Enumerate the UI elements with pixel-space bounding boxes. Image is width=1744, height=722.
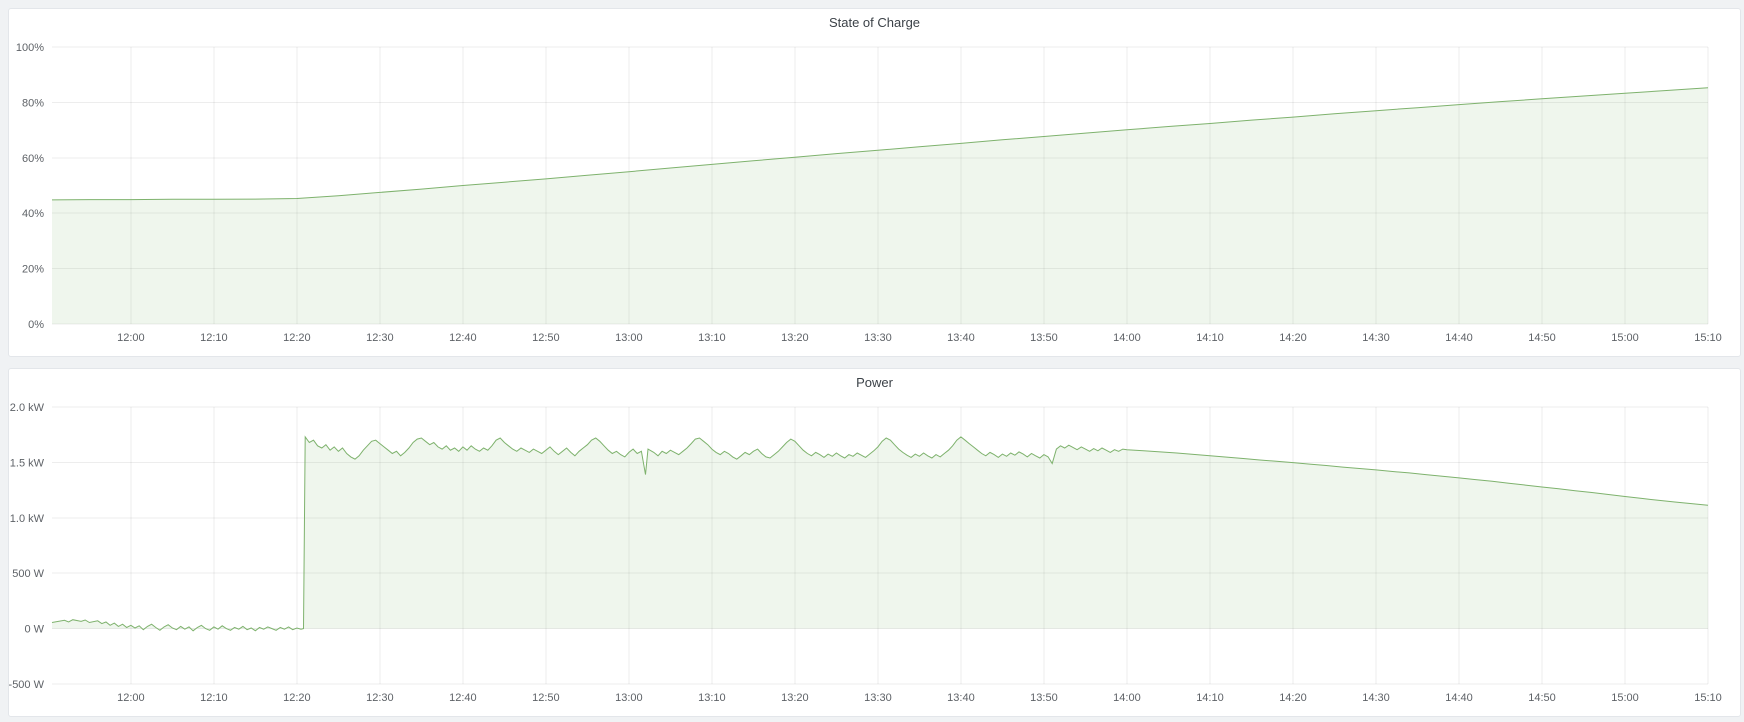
y-tick-label: 2.0 kW [10, 402, 45, 414]
x-tick-label: 14:10 [1196, 332, 1224, 344]
y-tick-label: 60% [22, 153, 44, 165]
x-tick-label: 12:20 [283, 332, 311, 344]
x-tick-label: 14:20 [1279, 332, 1307, 344]
x-tick-label: 13:20 [781, 692, 809, 704]
x-tick-label: 13:50 [1030, 692, 1058, 704]
panel-title-state-of-charge[interactable]: State of Charge [828, 15, 921, 30]
y-tick-label: 0 W [24, 624, 44, 636]
y-tick-label: 500 W [12, 568, 44, 580]
y-tick-label: 100% [16, 42, 44, 54]
y-tick-label: 1.5 kW [10, 457, 45, 469]
x-tick-label: 13:40 [947, 332, 975, 344]
x-tick-label: 14:40 [1445, 692, 1473, 704]
panel-power: Power 12:00 12:10 12:20 12:30 12:40 12:50 13:0… [8, 368, 1741, 717]
x-tick-label: 13:20 [781, 332, 809, 344]
x-tick-label: 12:20 [283, 692, 311, 704]
panel-title-power[interactable]: Power [856, 375, 893, 390]
x-tick-label: 12:40 [449, 332, 477, 344]
x-tick-label: 14:30 [1362, 692, 1390, 704]
x-tick-label: 12:50 [532, 692, 560, 704]
x-tick-label: 14:10 [1196, 692, 1224, 704]
power-chart-canvas[interactable]: 12:00 12:10 12:20 12:30 12:40 12:50 13:00 13:10… [9, 397, 1740, 716]
x-tick-label: 12:10 [200, 692, 228, 704]
panel-state-of-charge: State of Charge 12:00 12:10 12:20 12:30 12:4… [8, 8, 1741, 357]
x-tick-label: 12:00 [117, 332, 145, 344]
x-tick-label: 14:40 [1445, 332, 1473, 344]
x-tick-label: 12:00 [117, 692, 145, 704]
x-tick-label: 12:30 [366, 332, 394, 344]
x-tick-label: 12:50 [532, 332, 560, 344]
power-chart-area[interactable]: 12:00 12:10 12:20 12:30 12:40 12:50 13:00 13:10… [9, 397, 1740, 716]
x-tick-label: 14:30 [1362, 332, 1390, 344]
soc-chart-canvas[interactable]: 12:00 12:10 12:20 12:30 12:40 12:50 13:00 13:10… [9, 37, 1740, 356]
power-series-fill [52, 436, 1708, 631]
power-series-line [51, 435, 1709, 632]
x-tick-label: 14:00 [1113, 692, 1141, 704]
x-tick-label: 13:10 [698, 692, 726, 704]
state-of-charge-series-line [51, 87, 1709, 201]
x-tick-label: 13:40 [947, 692, 975, 704]
x-tick-label: 13:00 [615, 332, 643, 344]
x-tick-label: 13:10 [698, 332, 726, 344]
x-tick-label: 13:00 [615, 692, 643, 704]
x-tick-label: 15:00 [1611, 332, 1639, 344]
x-tick-label: 12:10 [200, 332, 228, 344]
y-tick-label: -500 W [9, 679, 45, 691]
x-tick-label: 12:30 [366, 692, 394, 704]
soc-chart-area[interactable]: 12:00 12:10 12:20 12:30 12:40 12:50 13:00 13:10… [9, 37, 1740, 356]
x-tick-label: 12:40 [449, 692, 477, 704]
x-tick-label: 14:50 [1528, 332, 1556, 344]
x-tick-label: 15:00 [1611, 692, 1639, 704]
x-tick-label: 13:50 [1030, 332, 1058, 344]
state-of-charge-series-fill [52, 87, 1708, 324]
y-tick-label: 80% [22, 97, 44, 109]
y-tick-label: 40% [22, 208, 44, 220]
y-tick-label: 20% [22, 264, 44, 276]
y-tick-label: 0% [28, 319, 44, 331]
x-tick-label: 15:10 [1694, 692, 1722, 704]
x-tick-label: 13:30 [864, 332, 892, 344]
y-tick-label: 1.0 kW [10, 513, 45, 525]
x-tick-label: 13:30 [864, 692, 892, 704]
x-tick-label: 14:20 [1279, 692, 1307, 704]
x-tick-label: 14:00 [1113, 332, 1141, 344]
x-tick-label: 15:10 [1694, 332, 1722, 344]
x-tick-label: 14:50 [1528, 692, 1556, 704]
